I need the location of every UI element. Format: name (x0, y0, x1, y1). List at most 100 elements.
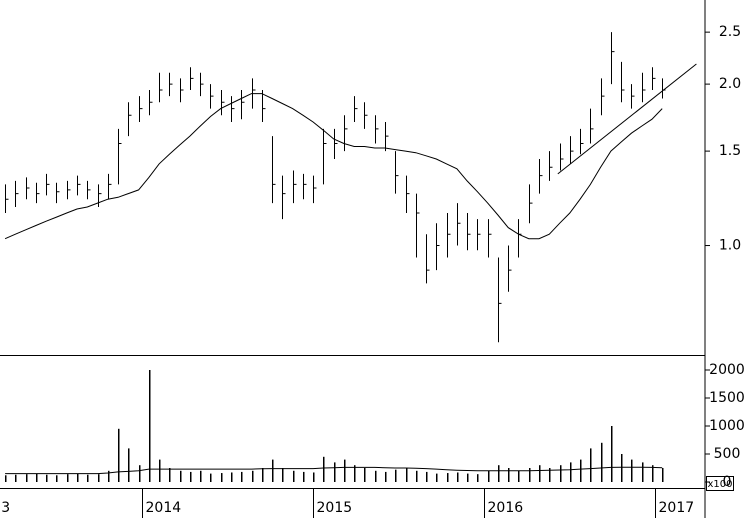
volume-bar (436, 473, 438, 482)
volume-bar (262, 468, 264, 482)
volume-bar (642, 462, 644, 482)
x-tick-label: 2016 (488, 500, 524, 516)
volume-bar (652, 465, 654, 482)
volume-bar (508, 468, 510, 482)
x-tick-label: 2017 (659, 500, 695, 516)
ohlc-bar (313, 175, 317, 204)
volume-bar (303, 471, 305, 482)
ohlc-bar (241, 90, 245, 120)
ohlc-bar (488, 219, 492, 258)
ohlc-bar (272, 136, 276, 204)
volume-bar (26, 474, 28, 482)
volume-bar (375, 470, 377, 482)
ohlc-bar (169, 72, 173, 97)
volume-bar (128, 448, 130, 482)
ohlc-bar (344, 115, 348, 152)
volume-bar (477, 474, 479, 482)
volume-bar (488, 470, 490, 482)
volume-bar (149, 370, 151, 482)
ohlc-bar (467, 213, 471, 251)
volume-bar (98, 474, 100, 482)
ohlc-bar (139, 96, 143, 122)
ohlc-bar (67, 180, 71, 200)
ohlc-bar (56, 182, 60, 204)
moving-average-line (4, 93, 663, 240)
volume-bar (631, 459, 633, 482)
ohlc-bar (436, 223, 440, 271)
ohlc-bar (262, 90, 266, 122)
ohlc-bar (642, 72, 646, 103)
ohlc-bar (631, 84, 635, 109)
volume-bar (364, 468, 366, 482)
volume-bar (210, 473, 212, 482)
volume-average-line (5, 466, 663, 475)
x-tick-label: 2013 (0, 500, 10, 516)
ohlc-bar (508, 245, 512, 292)
ohlc-bar (5, 184, 9, 213)
volume-bar (662, 468, 664, 482)
volume-bar (46, 474, 48, 482)
plot-area: 2013 2014 2015 2016 2017 (0, 32, 697, 518)
volume-bar (447, 473, 449, 482)
volume-bar (5, 475, 7, 482)
ohlc-bar (77, 175, 81, 196)
ohlc-bar (26, 177, 30, 200)
y-tick-label: 1500 (709, 390, 745, 406)
volume-bar (621, 454, 623, 482)
volume-bar (601, 442, 603, 482)
volume-bar (323, 456, 325, 482)
volume-bar (159, 459, 161, 482)
volume-bar (139, 465, 141, 482)
ohlc-bar (128, 102, 132, 137)
volume-bar (467, 473, 469, 482)
volume-bar (190, 471, 192, 482)
ohlc-bar (15, 180, 19, 207)
y-tick-label: 2000 (709, 362, 745, 378)
volume-bar (385, 471, 387, 482)
ohlc-bar (118, 128, 122, 185)
volume-bar (406, 468, 408, 482)
ohlc-bar (621, 61, 625, 103)
ohlc-bar (231, 96, 235, 122)
ohlc-bar (447, 213, 451, 258)
y-tick-label: 2.5 (719, 24, 741, 40)
volume-bar (570, 462, 572, 482)
volume-bar (354, 465, 356, 482)
ohlc-bar (385, 122, 389, 152)
volume-bar (313, 472, 315, 482)
volume-bar (426, 471, 428, 482)
ohlc-bar (108, 173, 112, 200)
volume-bar (241, 471, 243, 482)
volume-bar (231, 472, 233, 482)
volume-bar (539, 465, 541, 482)
ohlc-bar (539, 159, 543, 194)
y-tick-label: 1.0 (719, 238, 741, 254)
volume-bar (549, 468, 551, 482)
volume-bar (282, 468, 284, 482)
volume-bar (108, 470, 110, 482)
volume-bar (560, 465, 562, 482)
ohlc-bar (149, 90, 153, 116)
volume-bar (293, 470, 295, 482)
volume-bar (15, 474, 17, 482)
ohlc-bar (36, 182, 40, 204)
volume-bar (416, 470, 418, 482)
volume-bar (67, 474, 69, 482)
ohlc-bar (611, 32, 615, 85)
ohlc-bar (652, 67, 656, 90)
ohlc-bar (293, 170, 297, 204)
ohlc-bar (580, 128, 584, 155)
ohlc-bar (87, 180, 91, 200)
volume-bar (221, 473, 223, 482)
volume-bar (590, 448, 592, 482)
ohlc-bar (190, 67, 194, 90)
ohlc-bar (416, 193, 420, 258)
volume-bar (518, 470, 520, 482)
ohlc-bar (303, 173, 307, 200)
ohlc-bar (549, 151, 553, 181)
volume-bar (529, 468, 531, 482)
y-tick-label: 500 (714, 446, 741, 462)
volume-bar (56, 475, 58, 482)
ohlc-bar (426, 234, 430, 284)
